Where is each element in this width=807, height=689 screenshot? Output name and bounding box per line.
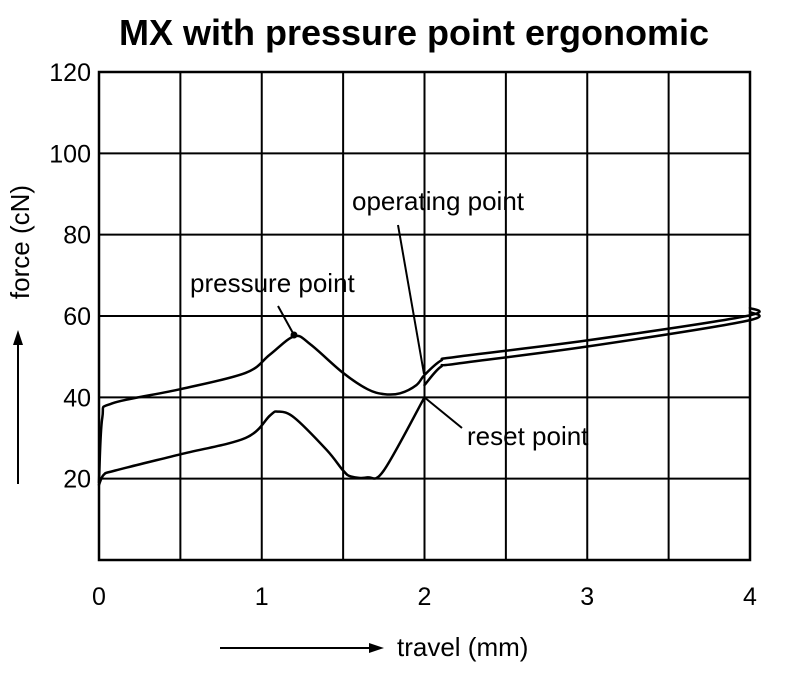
y-axis-label: force (cN) (5, 185, 35, 299)
x-tick-label: 0 (92, 583, 106, 611)
x-tick-labels: 0 1 2 3 4 (92, 583, 757, 611)
x-axis-label: travel (mm) (397, 632, 528, 662)
pressure-point-leader (277, 305, 295, 336)
upper-force-curve-inner (423, 310, 761, 387)
y-tick-label: 60 (63, 303, 91, 331)
upper-force-curve (97, 306, 761, 484)
y-tick-label: 120 (49, 59, 91, 87)
pressure-point-label: pressure point (190, 268, 356, 298)
grid-lines (99, 72, 750, 560)
x-tick-label: 2 (418, 583, 432, 611)
x-axis-arrow-head (369, 643, 384, 653)
x-axis-title: travel (mm) (220, 632, 528, 662)
y-tick-label: 80 (63, 222, 91, 250)
operating-point-leader (397, 224, 425, 375)
y-axis-title: force (cN) (5, 185, 35, 484)
y-tick-label: 40 (63, 384, 91, 412)
x-tick-label: 4 (743, 583, 757, 611)
reset-point-leader (423, 396, 463, 429)
operating-point-label: operating point (352, 186, 525, 216)
y-tick-label: 100 (49, 140, 91, 168)
lower-force-curve (97, 396, 426, 487)
y-tick-labels: 20 40 60 80 100 120 (49, 59, 91, 494)
x-tick-label: 3 (580, 583, 594, 611)
y-axis-arrow-head (13, 330, 23, 345)
x-tick-label: 1 (255, 583, 269, 611)
chart-title: MX with pressure point ergonomic (119, 12, 709, 53)
curves (97, 306, 761, 487)
reset-point-label: reset point (467, 421, 589, 451)
y-tick-label: 20 (63, 466, 91, 494)
